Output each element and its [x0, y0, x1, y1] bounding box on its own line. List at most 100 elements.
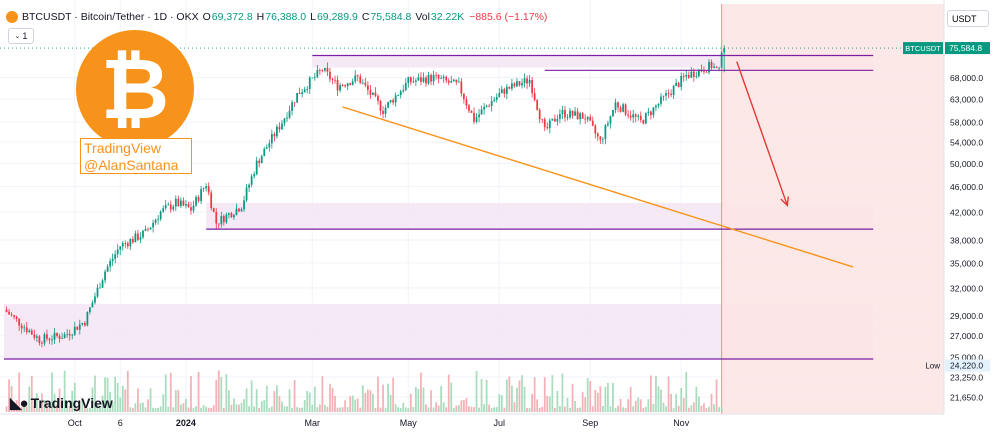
volume-bar: [288, 389, 291, 412]
candle-body: [349, 83, 352, 85]
volume-bar: [265, 385, 268, 412]
volume-bar: [298, 407, 301, 412]
volume-bar: [538, 407, 541, 412]
candle-body: [715, 66, 718, 68]
volume-bar: [86, 408, 89, 412]
candle-body: [417, 77, 420, 81]
volume-bar: [692, 402, 695, 412]
volume-bar: [66, 400, 69, 412]
volume-bar: [455, 405, 458, 412]
volume-bar: [187, 407, 190, 412]
candle-body: [713, 66, 715, 69]
candle-body: [270, 134, 273, 144]
volume-bar: [167, 406, 170, 412]
volume-bar: [652, 403, 655, 412]
volume-bar: [409, 393, 412, 412]
candle-body: [690, 71, 693, 78]
candle-body: [351, 81, 354, 85]
price-tick-label: 23,250.0: [950, 373, 983, 383]
candle-body: [94, 296, 96, 303]
volume-bar: [569, 407, 571, 412]
candle-body: [255, 160, 258, 175]
volume-bar: [53, 393, 56, 412]
volume-bar: [109, 391, 112, 412]
candle-body: [58, 336, 61, 339]
volume-bar: [670, 393, 672, 412]
volume-bar: [296, 407, 299, 412]
bitcoin-logo-glyph: ₿: [100, 41, 170, 136]
candle-body: [68, 333, 71, 336]
volume-bar: [445, 407, 448, 412]
candle-body: [566, 117, 569, 119]
volume-bar: [364, 392, 367, 412]
volume-bar: [366, 389, 369, 412]
volume-bar: [18, 372, 21, 412]
candle-body: [356, 75, 359, 77]
candle-body: [468, 105, 470, 111]
candle-body: [147, 228, 149, 230]
price-tick-label: 35,000.0: [950, 258, 983, 268]
volume-bar: [159, 406, 162, 412]
candle-body: [682, 75, 685, 77]
price-tick-label: 21,650.0: [950, 392, 983, 402]
symbol-title[interactable]: BTCUSDT · Bitcoin/Tether · 1D · OKX: [22, 11, 199, 23]
volume-bar: [435, 402, 437, 412]
candle-body: [662, 95, 665, 97]
tradingview-wordmark: TradingView: [30, 395, 113, 411]
candle-body: [334, 79, 336, 81]
candle-body: [321, 70, 324, 72]
volume-bar: [604, 387, 607, 412]
candle-body: [293, 102, 296, 104]
volume-bar: [655, 375, 657, 412]
candle-body: [407, 77, 410, 84]
candle-body: [25, 327, 28, 333]
candle-body: [475, 117, 478, 122]
candle-body: [528, 80, 531, 84]
volume-bar: [351, 395, 354, 412]
tradingview-logo[interactable]: ◣● TradingView: [10, 394, 113, 412]
volume-bar: [10, 385, 13, 412]
candle-body: [131, 239, 134, 243]
candle-body: [652, 107, 655, 116]
candle-body: [435, 74, 437, 76]
price-change: −885.6 (−1.17%): [469, 11, 548, 23]
candle-body: [291, 102, 293, 111]
high-value: 76,388.0: [265, 11, 307, 23]
volume-bar: [83, 405, 86, 412]
candle-body: [273, 134, 276, 137]
volume-bar: [622, 407, 624, 412]
low-label: L: [310, 11, 316, 23]
candle-body: [511, 83, 513, 89]
volume-bar: [243, 399, 245, 412]
time-tick-label: Jul: [494, 418, 506, 428]
volume-bar: [303, 399, 306, 412]
candle-body: [89, 307, 91, 313]
volume-bar: [104, 377, 106, 412]
volume-bar: [695, 386, 698, 412]
volume-bar: [637, 397, 640, 412]
candle-body: [437, 74, 440, 79]
interval-button[interactable]: ⌄ 1: [8, 28, 34, 44]
candle-body: [480, 109, 483, 115]
candle-body: [8, 311, 10, 315]
candle-body: [230, 213, 233, 218]
volume-bar: [571, 383, 574, 412]
candle-body: [642, 120, 645, 124]
candle-body: [488, 105, 491, 107]
volume-bar: [20, 407, 23, 412]
candle-body: [607, 123, 609, 126]
volume-bar: [561, 373, 564, 412]
volume-bar: [228, 390, 230, 412]
volume-bar: [639, 399, 642, 412]
candle-body: [265, 147, 268, 149]
candle-body: [46, 334, 48, 339]
volume-bar: [210, 407, 213, 412]
currency-selector[interactable]: USDT: [947, 10, 989, 27]
close-value: 75,584.8: [370, 11, 412, 23]
candle-body: [561, 109, 564, 114]
volume-bar: [164, 374, 167, 412]
volume-bar: [190, 376, 192, 412]
volume-bar: [276, 385, 278, 412]
volume-bar: [377, 376, 379, 412]
